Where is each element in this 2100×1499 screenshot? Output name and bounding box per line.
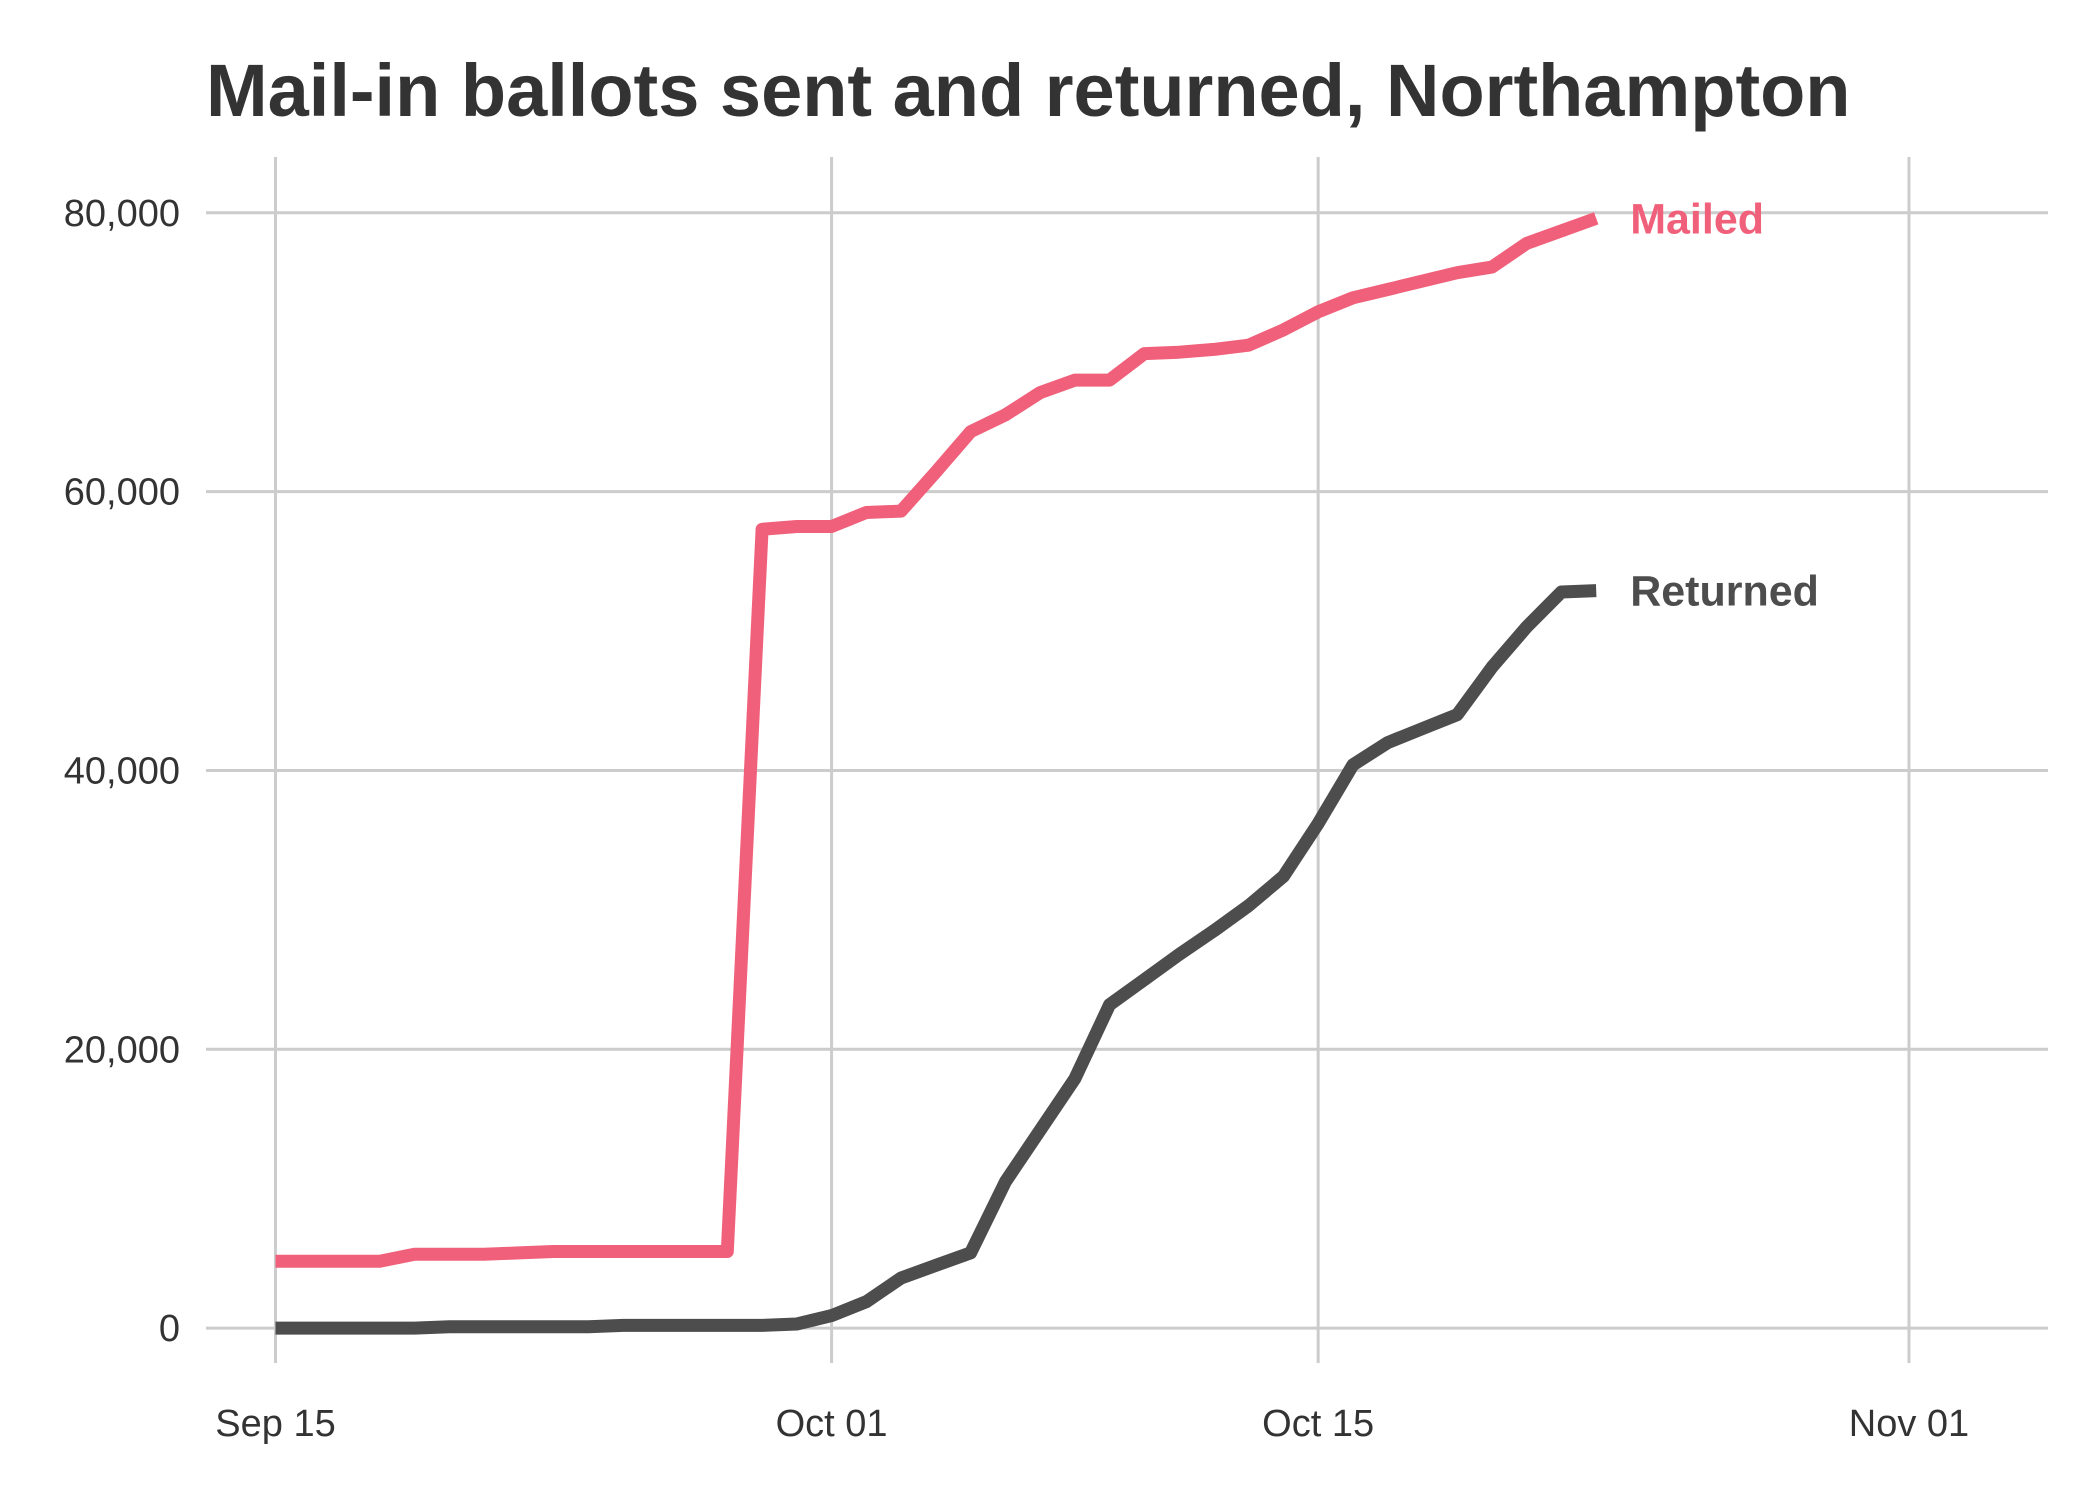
series-labels: Mailed Returned (1630, 195, 1819, 615)
series-label-mailed: Mailed (1630, 195, 1764, 243)
series-lines (275, 212, 1599, 1335)
y-tick-label: 80,000 (64, 193, 180, 235)
series-line-mailed (275, 212, 1599, 1268)
series-label-returned: Returned (1630, 568, 1819, 616)
chart-title: Mail-in ballots sent and returned, North… (206, 49, 1851, 132)
x-tick-label: Oct 01 (776, 1403, 888, 1445)
horizontal-gridlines (206, 211, 2048, 1330)
x-tick-label: Nov 01 (1849, 1403, 1969, 1445)
y-tick-label: 0 (159, 1308, 180, 1350)
x-tick-label: Sep 15 (215, 1403, 335, 1445)
y-tick-label: 20,000 (64, 1029, 180, 1071)
series-line-returned (275, 584, 1597, 1335)
x-axis-tick-labels: Sep 15 Oct 01 Oct 15 Nov 01 (215, 1403, 1969, 1445)
x-tick-label: Oct 15 (1262, 1403, 1374, 1445)
y-tick-label: 40,000 (64, 750, 180, 792)
vertical-gridlines (274, 157, 1911, 1363)
y-axis-tick-labels: 0 20,000 40,000 60,000 80,000 (64, 193, 180, 1350)
y-tick-label: 60,000 (64, 472, 180, 514)
